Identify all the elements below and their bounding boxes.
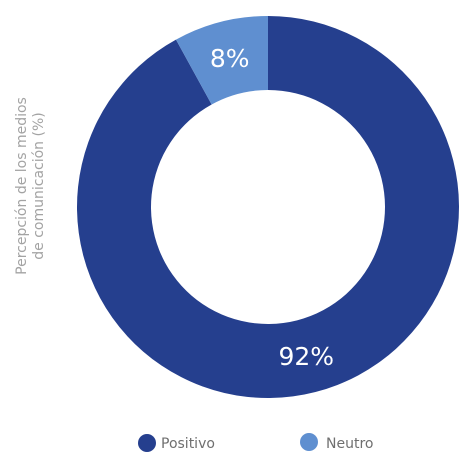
slice-neutro[interactable] [175, 15, 268, 105]
data-label-positivo: 92% [279, 342, 335, 371]
legend-label-neutro: Neutro [326, 436, 373, 452]
y-axis-label: Percepción de los medios de comunicación… [14, 97, 47, 275]
y-axis-label-line-2: de comunicación (%) [31, 112, 47, 259]
legend-marker-neutro [300, 433, 318, 451]
legend-label-positivo: Positivo [161, 436, 215, 452]
donut-slices [76, 15, 459, 399]
legend: Positivo Neutro [138, 433, 373, 452]
y-axis-label-line-1: Percepción de los medios [14, 97, 30, 275]
data-labels: 92% 8% [210, 44, 334, 371]
data-label-neutro: 8% [210, 44, 250, 73]
legend-marker-positivo [138, 434, 156, 452]
legend-item-neutro[interactable]: Neutro [300, 433, 373, 452]
slice-positivo[interactable] [76, 16, 459, 399]
legend-item-positivo[interactable]: Positivo [138, 434, 215, 452]
